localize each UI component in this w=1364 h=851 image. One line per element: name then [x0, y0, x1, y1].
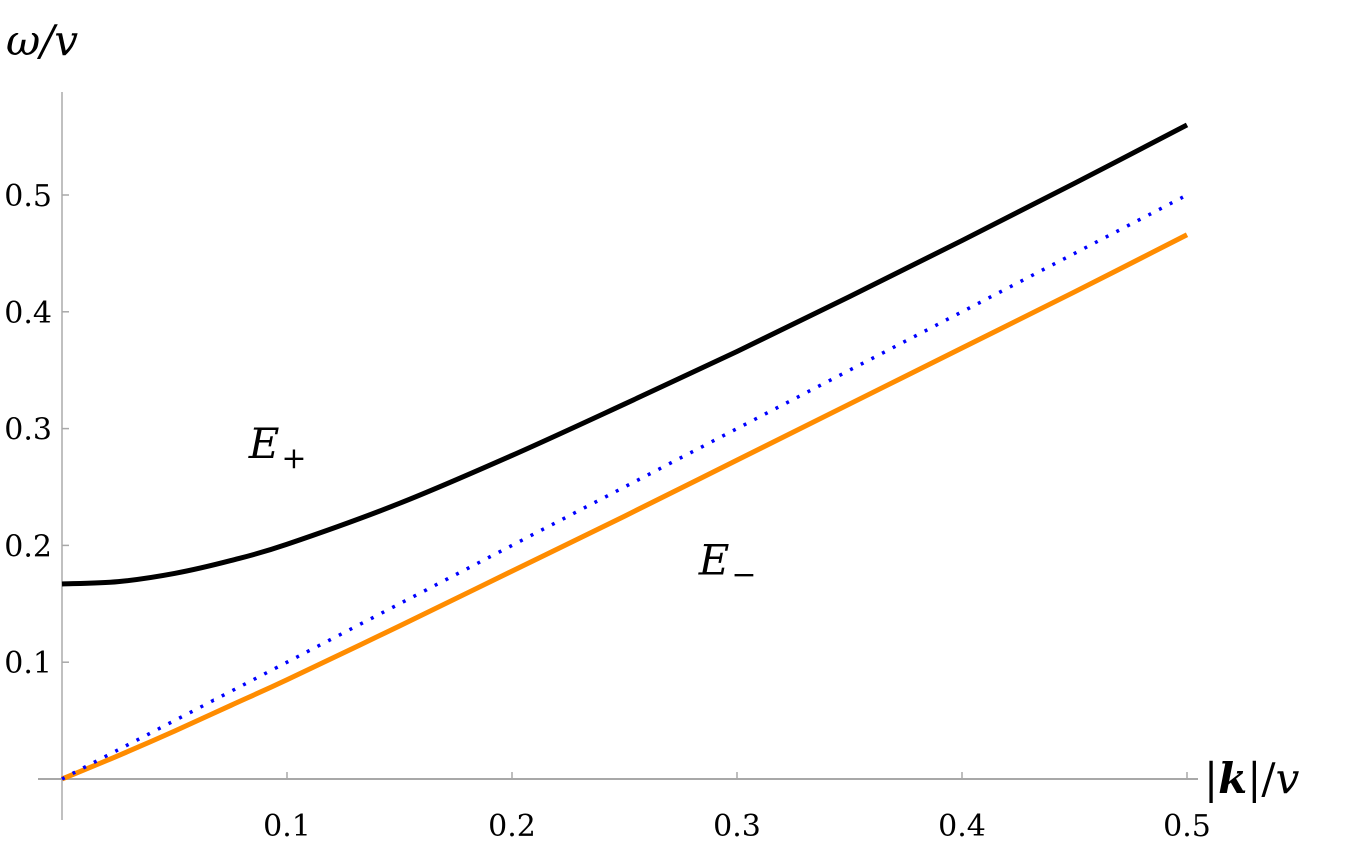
y-tick-label: 0.3 [4, 413, 52, 448]
y-tick-label: 0.2 [4, 529, 52, 564]
x-tick-label: 0.1 [263, 809, 311, 844]
y-tick-label: 0.1 [4, 646, 52, 681]
y-tick-label: 0.4 [4, 296, 52, 331]
x-tick-label: 0.3 [713, 809, 761, 844]
y-tick-label: 0.5 [4, 179, 52, 214]
e-minus-curve [61, 232, 1189, 782]
curve-annotations: E+ E− [248, 419, 757, 593]
e-plus-label: E+ [248, 419, 307, 476]
y-axis-label: ω/v [6, 16, 78, 65]
x-tick-label: 0.2 [488, 809, 536, 844]
e-minus-label: E− [698, 536, 757, 593]
y-ticks: 0.1 0.2 0.3 0.4 0.5 [4, 179, 69, 681]
x-axis-label: |k|/v [1204, 754, 1300, 803]
x-tick-label: 0.4 [938, 809, 986, 844]
x-tick-label: 0.5 [1163, 809, 1211, 844]
e-plus-curve [61, 122, 1189, 587]
light-cone-dotted-line [61, 193, 1188, 781]
x-ticks: 0.1 0.2 0.3 0.4 0.5 [263, 772, 1211, 844]
series-lines [61, 122, 1189, 782]
axes: 0.1 0.2 0.3 0.4 0.5 0.1 0.2 0.3 0.4 0.5 [4, 92, 1211, 844]
